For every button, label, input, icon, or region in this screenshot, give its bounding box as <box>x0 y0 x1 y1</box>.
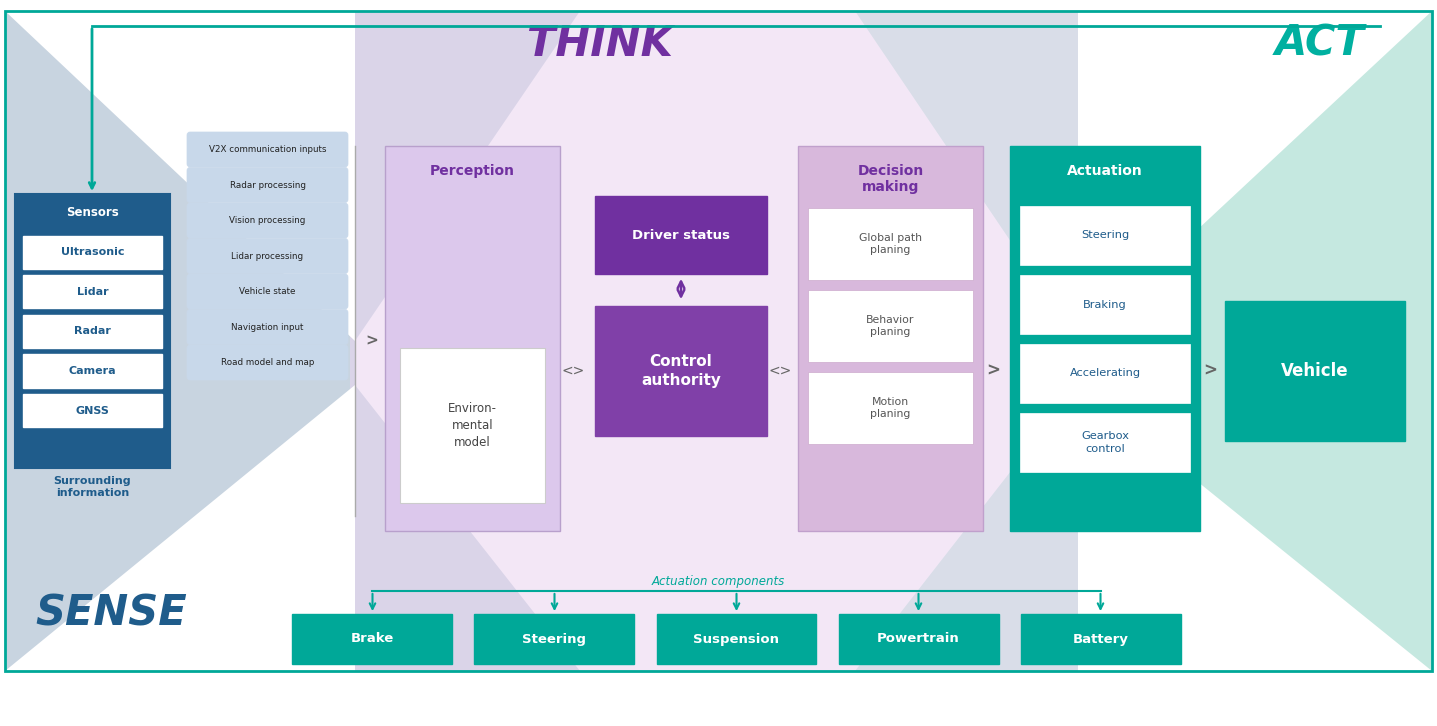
Text: Surrounding
information: Surrounding information <box>53 476 131 499</box>
Text: Radar processing: Radar processing <box>230 181 306 189</box>
Text: >: > <box>986 362 1000 380</box>
FancyBboxPatch shape <box>1020 206 1190 265</box>
Text: THINK: THINK <box>527 23 673 65</box>
Polygon shape <box>4 11 355 341</box>
FancyBboxPatch shape <box>14 194 170 468</box>
Polygon shape <box>1078 385 1433 671</box>
Text: Actuation: Actuation <box>1068 164 1142 178</box>
Text: Suspension: Suspension <box>694 632 779 645</box>
Text: Sensors: Sensors <box>66 206 119 219</box>
Text: Brake: Brake <box>351 632 394 645</box>
Text: Lidar: Lidar <box>76 287 108 297</box>
Text: Accelerating: Accelerating <box>1069 369 1141 378</box>
Text: Vision processing: Vision processing <box>230 216 306 225</box>
Text: >: > <box>1203 362 1217 380</box>
FancyBboxPatch shape <box>839 614 999 664</box>
Polygon shape <box>4 385 355 671</box>
FancyBboxPatch shape <box>187 132 348 167</box>
FancyBboxPatch shape <box>1020 344 1190 403</box>
Text: GNSS: GNSS <box>76 406 109 415</box>
Text: V2X communication inputs: V2X communication inputs <box>208 145 326 154</box>
Text: Decision
making: Decision making <box>858 164 924 194</box>
Text: Gearbox
control: Gearbox control <box>1081 431 1129 454</box>
Text: Steering: Steering <box>1081 230 1129 240</box>
Text: SENSE: SENSE <box>34 593 187 635</box>
Text: Camera: Camera <box>69 366 116 376</box>
Polygon shape <box>1078 11 1433 341</box>
FancyBboxPatch shape <box>399 348 545 503</box>
FancyBboxPatch shape <box>657 614 816 664</box>
FancyBboxPatch shape <box>595 196 767 274</box>
FancyBboxPatch shape <box>1010 146 1200 531</box>
Text: Vehicle state: Vehicle state <box>240 287 296 296</box>
Polygon shape <box>4 11 581 671</box>
Text: Ultrasonic: Ultrasonic <box>60 248 124 258</box>
Text: Perception: Perception <box>430 164 514 178</box>
FancyBboxPatch shape <box>1020 275 1190 334</box>
FancyBboxPatch shape <box>23 315 162 348</box>
FancyBboxPatch shape <box>187 168 348 203</box>
FancyBboxPatch shape <box>23 275 162 309</box>
FancyBboxPatch shape <box>385 146 560 531</box>
FancyBboxPatch shape <box>187 239 348 274</box>
Text: Road model and map: Road model and map <box>221 358 315 367</box>
FancyBboxPatch shape <box>595 306 767 436</box>
FancyBboxPatch shape <box>1224 301 1405 441</box>
Polygon shape <box>855 11 1433 671</box>
FancyBboxPatch shape <box>808 372 973 444</box>
Text: Battery: Battery <box>1072 632 1128 645</box>
FancyBboxPatch shape <box>1020 413 1190 472</box>
Text: Motion
planing: Motion planing <box>871 396 911 420</box>
Text: Powertrain: Powertrain <box>877 632 960 645</box>
FancyBboxPatch shape <box>808 208 973 280</box>
Text: Radar: Radar <box>75 327 111 336</box>
Text: Control
authority: Control authority <box>641 354 721 388</box>
FancyBboxPatch shape <box>23 236 162 269</box>
FancyBboxPatch shape <box>1020 614 1181 664</box>
Text: Steering: Steering <box>523 632 586 645</box>
FancyBboxPatch shape <box>23 354 162 388</box>
FancyBboxPatch shape <box>187 345 348 380</box>
Text: Braking: Braking <box>1083 300 1127 309</box>
Text: Lidar processing: Lidar processing <box>231 251 303 261</box>
Text: Environ-
mental
model: Environ- mental model <box>448 402 497 449</box>
FancyBboxPatch shape <box>293 614 453 664</box>
FancyBboxPatch shape <box>187 203 348 238</box>
Text: Actuation components: Actuation components <box>651 574 785 587</box>
FancyBboxPatch shape <box>187 309 348 345</box>
Text: Driver status: Driver status <box>632 229 730 242</box>
FancyBboxPatch shape <box>808 290 973 362</box>
FancyBboxPatch shape <box>798 146 983 531</box>
Text: Vehicle: Vehicle <box>1282 362 1349 380</box>
Text: <>: <> <box>562 364 585 378</box>
Text: Behavior
planing: Behavior planing <box>867 314 915 338</box>
FancyBboxPatch shape <box>23 394 162 427</box>
Text: <>: <> <box>769 364 792 378</box>
Text: Navigation input: Navigation input <box>231 322 303 332</box>
Text: ACT: ACT <box>1275 23 1365 65</box>
FancyBboxPatch shape <box>187 274 348 309</box>
FancyBboxPatch shape <box>474 614 635 664</box>
Text: >: > <box>365 333 378 348</box>
Polygon shape <box>351 11 1082 671</box>
Text: Global path
planing: Global path planing <box>859 232 923 256</box>
